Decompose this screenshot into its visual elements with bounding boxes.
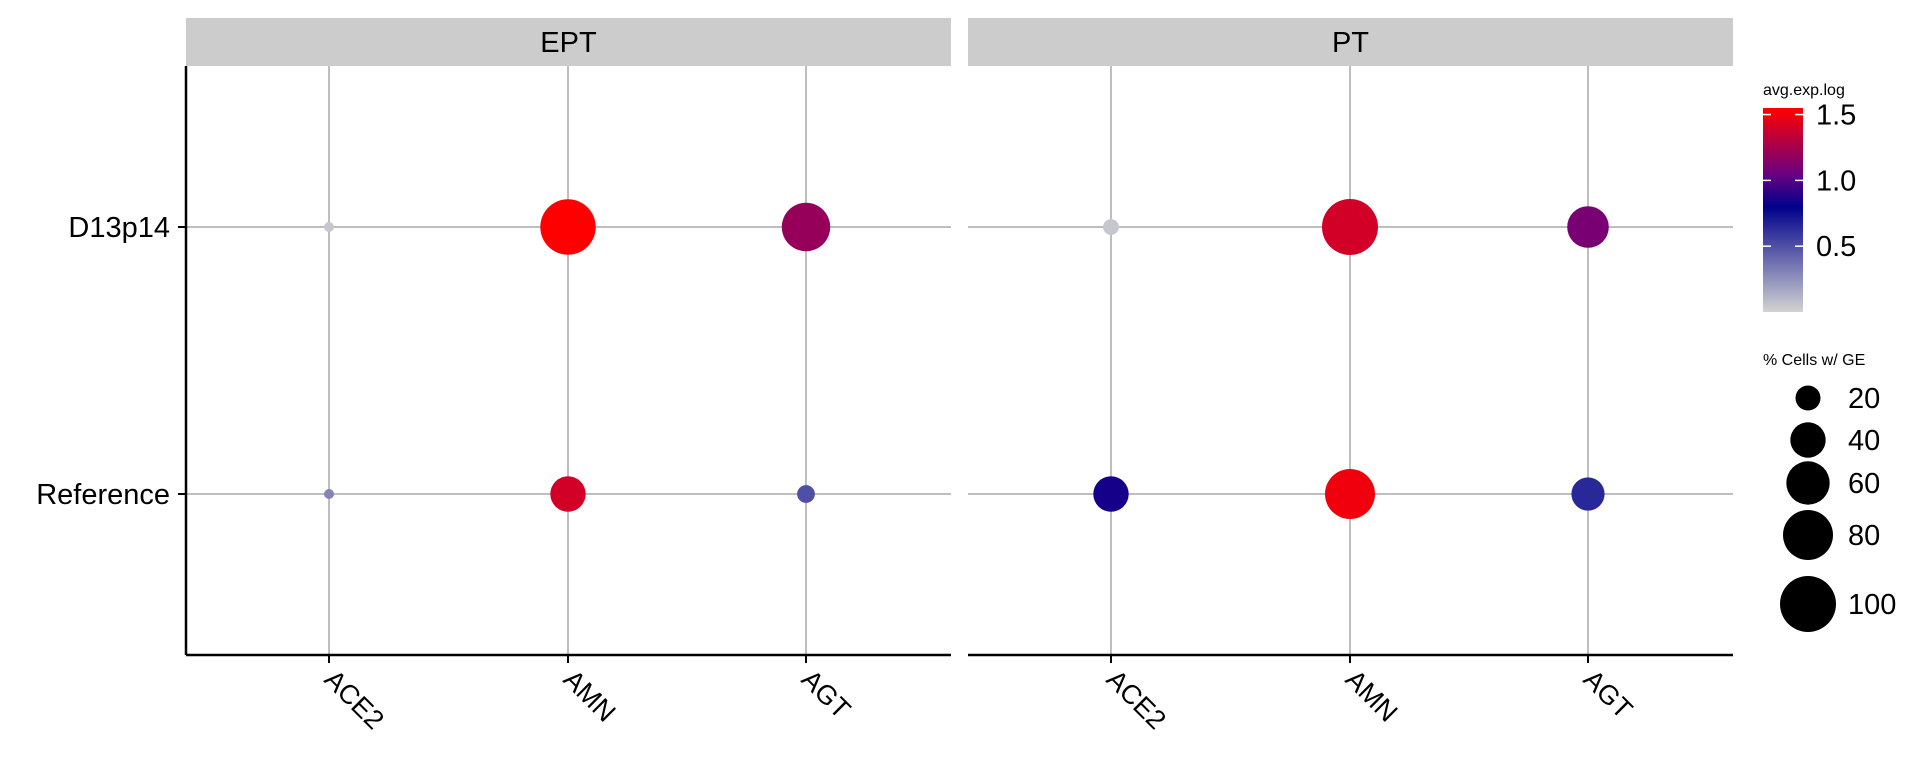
color-bar [1763,108,1803,312]
x-tick-label-amn: AMN [1340,664,1404,728]
facet-ept: EPT ACE2 AMN AGT [186,18,951,735]
size-legend-dot-80 [1783,510,1833,560]
color-tick-label-0: 0.5 [1816,231,1856,263]
point-pt-ace2-reference [1093,476,1129,512]
point-ept-agt-reference [797,485,815,503]
point-pt-ace2-d13p14 [1103,219,1119,235]
point-pt-agt-d13p14 [1567,206,1609,248]
point-ept-amn-reference [550,476,586,512]
size-legend-title: % Cells w/ GE [1763,352,1865,369]
y-tick-label-d13p14: D13p14 [68,212,170,244]
point-ept-ace2-d13p14 [324,222,334,232]
size-legend-dot-100 [1780,576,1836,632]
x-tick-label-agt: AGT [796,664,856,724]
point-ept-amn-d13p14 [540,199,596,255]
x-tick-label-ace2: ACE2 [319,664,390,735]
size-legend-dot-40 [1790,422,1826,458]
facet-label-pt: PT [1332,27,1369,59]
point-ept-agt-d13p14 [781,202,831,252]
x-tick-label-amn: AMN [558,664,622,728]
size-legend-dot-60 [1786,461,1830,505]
color-legend-title: avg.exp.log [1763,82,1845,99]
color-tick-label-1: 1.0 [1816,165,1856,197]
point-pt-amn-d13p14 [1322,199,1378,255]
size-legend-label-40: 40 [1848,425,1880,457]
facet-strip-pt [968,18,1733,66]
point-ept-ace2-reference [324,489,334,499]
point-pt-amn-reference [1325,469,1375,519]
x-tick-label-ace2: ACE2 [1101,664,1172,735]
y-tick-label-reference: Reference [36,479,170,511]
color-tick-label-2: 1.5 [1816,100,1856,132]
size-legend-dot-20 [1795,385,1821,411]
size-legend-label-60: 60 [1848,468,1880,500]
x-tick-label-agt: AGT [1578,664,1638,724]
size-legend-label-100: 100 [1848,589,1896,621]
axes: D13p14 Reference [36,66,188,655]
legends: avg.exp.log 0.5 1.0 1.5 % Cells w/ GE 20 40 60 8… [1763,82,1896,632]
facet-pt: PT ACE2 AMN AGT [968,18,1733,735]
size-legend-label-20: 20 [1848,383,1880,415]
facet-label-ept: EPT [540,27,597,59]
facet-panels: EPT ACE2 AMN AGT PT ACE2 AMN AGT [186,18,1733,735]
facet-strip-ept [186,18,951,66]
point-pt-agt-reference [1571,477,1605,511]
size-legend-label-80: 80 [1848,520,1880,552]
